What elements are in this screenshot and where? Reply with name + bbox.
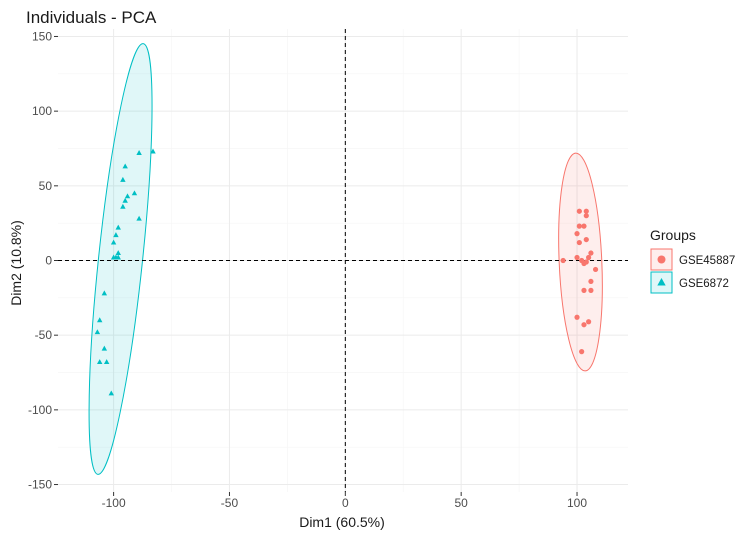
point-gse6872 bbox=[101, 345, 108, 351]
point-gse6872 bbox=[120, 203, 126, 209]
point-gse6872 bbox=[96, 359, 103, 365]
data-points bbox=[94, 148, 599, 396]
x-tick-label: 50 bbox=[454, 496, 468, 510]
x-tick-label: 100 bbox=[567, 496, 587, 510]
point-gse6872 bbox=[113, 232, 119, 238]
y-axis-title: Dim2 (10.8%) bbox=[8, 220, 24, 306]
point-gse45887 bbox=[592, 266, 599, 273]
point-gse6872 bbox=[108, 390, 115, 396]
point-gse6872 bbox=[103, 359, 110, 365]
y-tick-label: 100 bbox=[32, 104, 52, 118]
point-gse45887 bbox=[574, 314, 580, 320]
legend: Groups GSE45887 GSE6872 bbox=[650, 227, 735, 294]
x-tick-label: 0 bbox=[342, 496, 349, 510]
chart-title: Individuals - PCA bbox=[26, 8, 157, 27]
legend-label: GSE45887 bbox=[679, 255, 735, 267]
point-gse45887 bbox=[579, 349, 585, 355]
point-gse45887 bbox=[581, 260, 587, 267]
point-gse45887 bbox=[583, 208, 589, 214]
point-gse6872 bbox=[110, 254, 117, 260]
point-gse6872 bbox=[96, 317, 103, 323]
point-gse45887 bbox=[588, 287, 594, 293]
point-gse45887 bbox=[581, 322, 587, 328]
x-tick-label: -100 bbox=[102, 496, 126, 510]
y-tick-label: -50 bbox=[35, 328, 53, 342]
point-gse6872 bbox=[136, 150, 142, 155]
point-gse6872 bbox=[115, 254, 121, 260]
point-gse45887 bbox=[588, 250, 594, 256]
legend-items: GSE45887 GSE6872 bbox=[650, 248, 735, 294]
point-gse6872 bbox=[101, 290, 108, 296]
point-gse6872 bbox=[122, 197, 128, 203]
x-axis-title: Dim1 (60.5%) bbox=[299, 514, 385, 530]
point-gse45887 bbox=[574, 254, 580, 261]
point-gse6872 bbox=[136, 215, 142, 221]
y-tick-label: 0 bbox=[45, 254, 52, 268]
point-gse6872 bbox=[115, 250, 121, 256]
point-gse6872 bbox=[120, 176, 126, 182]
point-gse45887 bbox=[574, 231, 580, 237]
point-gse45887 bbox=[576, 223, 582, 229]
legend-marker-gse6872 bbox=[657, 277, 666, 286]
point-gse45887 bbox=[583, 236, 589, 243]
point-gse45887 bbox=[586, 319, 592, 325]
plot-panel bbox=[58, 29, 628, 492]
point-gse45887 bbox=[586, 254, 592, 261]
axis-ticks: -100 -50 0 50 100 -150 -100 -50 0 50 100 150 bbox=[28, 29, 587, 510]
point-gse45887 bbox=[576, 239, 582, 246]
point-gse6872 bbox=[122, 163, 128, 169]
point-gse6872 bbox=[94, 329, 101, 335]
point-gse45887 bbox=[560, 257, 566, 264]
legend-marker-gse45887 bbox=[657, 255, 666, 264]
y-tick-label: 150 bbox=[32, 29, 52, 43]
y-tick-label: 50 bbox=[39, 179, 53, 193]
point-gse45887 bbox=[576, 208, 582, 214]
point-gse6872 bbox=[150, 148, 156, 154]
y-tick-label: -100 bbox=[28, 403, 52, 417]
legend-title: Groups bbox=[650, 227, 696, 243]
point-gse45887 bbox=[583, 213, 589, 219]
point-gse45887 bbox=[581, 223, 587, 229]
point-gse6872 bbox=[131, 190, 138, 196]
point-gse6872 bbox=[110, 239, 117, 245]
point-gse45887 bbox=[581, 287, 587, 293]
x-tick-label: -50 bbox=[221, 496, 239, 510]
point-gse6872 bbox=[124, 193, 131, 199]
reference-lines bbox=[58, 29, 628, 492]
point-gse45887 bbox=[588, 278, 594, 285]
point-gse6872 bbox=[115, 224, 121, 230]
legend-label: GSE6872 bbox=[679, 278, 729, 290]
y-tick-label: -150 bbox=[28, 478, 52, 492]
